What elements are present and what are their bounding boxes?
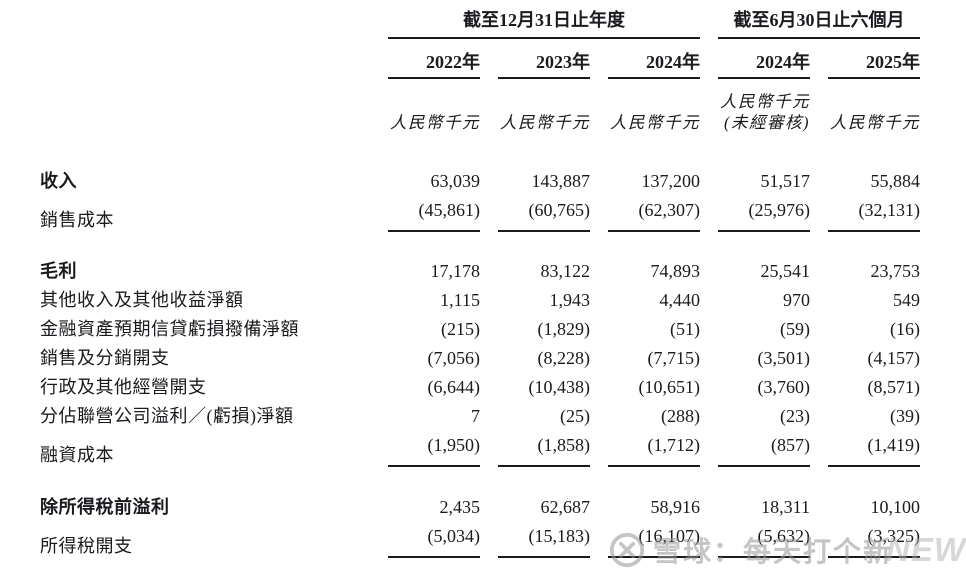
- cell-value: (8,571): [867, 377, 921, 397]
- cell-value: 2,435: [439, 496, 481, 517]
- cell-value: 62,687: [540, 496, 591, 517]
- cell-value: (23): [780, 406, 810, 426]
- table-row-cost-of-sales: 銷售成本 (45,861) (60,765) (62,307) (25,976)…: [40, 195, 920, 234]
- cell-value: (45,861): [388, 198, 480, 232]
- currency-note: 人民幣千元: [500, 113, 590, 132]
- row-label: 融資成本: [40, 445, 114, 465]
- cell-value: 18,311: [761, 496, 810, 517]
- cell-value: (5,632): [718, 524, 810, 558]
- cell-value: 1,115: [440, 290, 480, 310]
- year-header-row: 2022年 2023年 2024年 2024年 2025年: [40, 42, 920, 82]
- cell-value: (32,131): [828, 198, 920, 232]
- cell-value: (25): [560, 406, 590, 426]
- cell-value: (3,501): [757, 348, 811, 368]
- cell-value: (1,712): [608, 433, 700, 467]
- cell-value: 58,916: [650, 496, 701, 517]
- cell-value: 7: [471, 406, 480, 426]
- year-header-2025: 2025年: [828, 44, 920, 79]
- cell-value: (3,325): [828, 524, 920, 558]
- currency-note: 人民幣千元: [610, 113, 700, 132]
- table-row-profit-before-tax: 除所得稅前溢利 2,435 62,687 58,916 18,311 10,10…: [40, 470, 920, 522]
- financial-statement-sheet: 截至12月31日止年度 截至6月30日止六個月 2022年 2023年 2024…: [40, 6, 920, 586]
- cell-value: (15,183): [498, 524, 590, 558]
- cell-value: 17,178: [430, 261, 481, 281]
- cell-value: (215): [441, 319, 480, 339]
- cell-value: (288): [661, 406, 700, 426]
- cell-value: 51,517: [760, 170, 811, 191]
- currency-note: 人民幣千元: [830, 113, 920, 132]
- cell-value: 74,893: [650, 261, 701, 281]
- table-row-share-of-associates: 分佔聯營公司溢利／(虧損)淨額 7 (25) (288) (23) (39): [40, 402, 920, 431]
- income-statement-table: 截至12月31日止年度 截至6月30日止六個月 2022年 2023年 2024…: [40, 6, 920, 586]
- cell-value: 137,200: [641, 170, 701, 191]
- currency-unit-row: 人民幣千元 人民幣千元 人民幣千元 人民幣千元 (未經審核) 人民幣千元: [40, 82, 920, 136]
- row-label: 銷售成本: [40, 209, 114, 230]
- cell-value: 83,122: [540, 261, 591, 281]
- table-row-total-comprehensive-income: 年／期內(虧損)／溢利及全面收益總額 (2,599) 47,504 42,809…: [40, 560, 920, 586]
- cell-value: (59): [780, 319, 810, 339]
- cell-value: (1,950): [388, 433, 480, 467]
- table-row-selling-expenses: 銷售及分銷開支 (7,056) (8,228) (7,715) (3,501) …: [40, 344, 920, 373]
- year-header-2023: 2023年: [498, 44, 590, 79]
- cell-value: 143,887: [531, 170, 591, 191]
- cell-value: (51): [670, 319, 700, 339]
- cell-value: (39): [890, 406, 920, 426]
- row-label: 所得稅開支: [40, 535, 133, 556]
- table-row-income-tax: 所得稅開支 (5,034) (15,183) (16,107) (5,632) …: [40, 521, 920, 560]
- cell-value: 4,440: [659, 290, 701, 310]
- cell-value: (60,765): [498, 198, 590, 232]
- row-label: 行政及其他經營開支: [40, 377, 207, 397]
- row-label: 毛利: [40, 261, 77, 281]
- cell-value: (5,034): [388, 524, 480, 558]
- cell-value: 23,753: [870, 261, 921, 281]
- cell-value: (1,858): [498, 433, 590, 467]
- table-row-revenue: 收入 63,039 143,887 137,200 51,517 55,884: [40, 136, 920, 196]
- cell-value: (10,651): [638, 377, 701, 397]
- cell-value: (10,438): [528, 377, 591, 397]
- table-row-ecl-provision: 金融資產預期信貸虧損撥備淨額 (215) (1,829) (51) (59) (…: [40, 315, 920, 344]
- cell-value: (7,715): [647, 348, 701, 368]
- cell-value: 549: [893, 290, 920, 310]
- year-header-2022: 2022年: [388, 44, 480, 79]
- cell-value: 970: [783, 290, 810, 310]
- cell-value: (8,228): [537, 348, 591, 368]
- cell-value: (1,419): [828, 433, 920, 467]
- cell-value: 10,100: [870, 496, 921, 517]
- cell-value: (3,760): [757, 377, 811, 397]
- cell-value: (4,157): [867, 348, 921, 368]
- year-header-2024-interim: 2024年: [718, 44, 810, 79]
- column-group-header-row: 截至12月31日止年度 截至6月30日止六個月: [40, 6, 920, 42]
- row-label: 金融資產預期信貸虧損撥備淨額: [40, 319, 299, 339]
- cell-value: (25,976): [718, 198, 810, 232]
- unaudited-note: (未經審核): [724, 113, 810, 132]
- row-label: 除所得稅前溢利: [40, 496, 170, 517]
- row-label: 其他收入及其他收益淨額: [40, 290, 244, 310]
- cell-value: (16,107): [608, 524, 700, 558]
- cell-value: (6,644): [427, 377, 481, 397]
- year-header-2024: 2024年: [608, 44, 700, 79]
- cell-value: 55,884: [870, 170, 921, 191]
- currency-note-unaudited: 人民幣千元 (未經審核): [720, 92, 810, 132]
- group-header-six-months: 截至6月30日止六個月: [718, 8, 920, 39]
- table-row-admin-expenses: 行政及其他經營開支 (6,644) (10,438) (10,651) (3,7…: [40, 373, 920, 402]
- cell-value: (7,056): [427, 348, 481, 368]
- cell-value: 25,541: [760, 261, 811, 281]
- group-header-year-ended: 截至12月31日止年度: [388, 8, 700, 39]
- row-label: 收入: [40, 170, 77, 191]
- row-label: 分佔聯營公司溢利／(虧損)淨額: [40, 406, 294, 426]
- table-row-gross-profit: 毛利 17,178 83,122 74,893 25,541 23,753: [40, 234, 920, 286]
- table-row-other-income: 其他收入及其他收益淨額 1,115 1,943 4,440 970 549: [40, 286, 920, 315]
- cell-value: (62,307): [608, 198, 700, 232]
- row-label: 銷售及分銷開支: [40, 348, 170, 368]
- cell-value: (16): [890, 319, 920, 339]
- cell-value: 1,943: [549, 290, 591, 310]
- table-row-finance-costs: 融資成本 (1,950) (1,858) (1,712) (857) (1,41…: [40, 431, 920, 470]
- cell-value: (1,829): [537, 319, 591, 339]
- currency-note: 人民幣千元: [390, 113, 480, 132]
- cell-value: (857): [718, 433, 810, 467]
- cell-value: 63,039: [430, 170, 481, 191]
